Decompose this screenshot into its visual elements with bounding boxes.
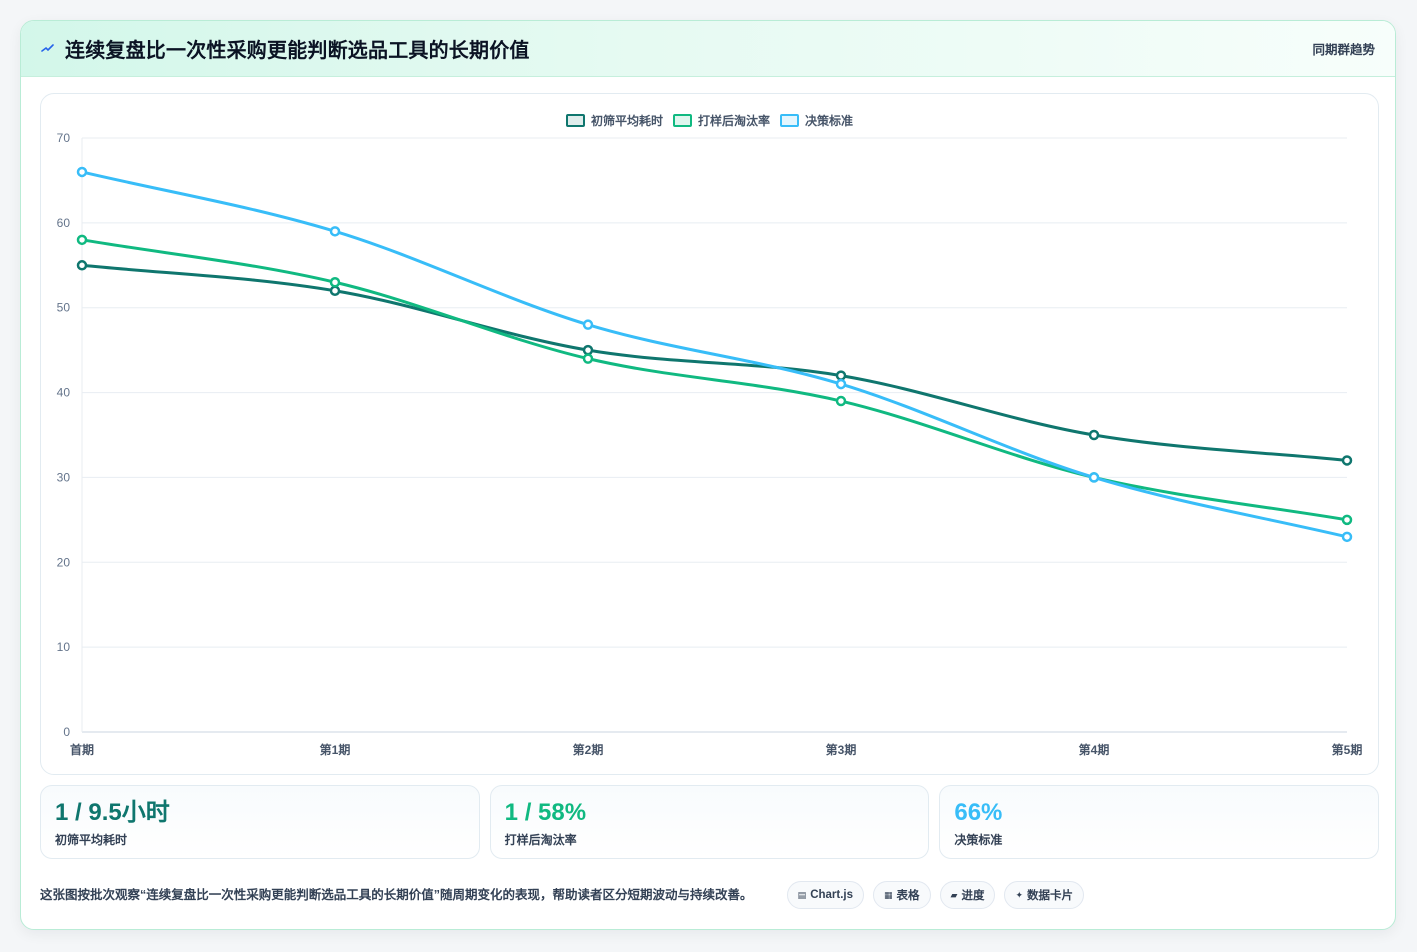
data-point xyxy=(1088,472,1100,483)
title-wrap: 连续复盘比一次性采购更能判断选品工具的长期价值 xyxy=(41,34,530,63)
chip-label: 进度 xyxy=(961,890,985,902)
series-line xyxy=(81,263,1348,462)
chart-card: 连续复盘比一次性采购更能判断选品工具的长期价值 同期群趋势 初筛平均耗时打样后淘… xyxy=(20,20,1396,930)
chip--[interactable]: ▦ 表格 xyxy=(873,881,931,909)
chart-panel: 初筛平均耗时 打样后淘汰率 决策标准 0 10 20 30 40 50 60 70 首期 第1期 第2期… xyxy=(40,93,1379,775)
header-tag: 同期群趋势 xyxy=(1312,43,1375,57)
table-icon: ▦ xyxy=(884,889,893,900)
data-point xyxy=(835,395,847,407)
x-tick-label: 第1期 xyxy=(320,742,351,757)
card-header: 连续复盘比一次性采购更能判断选品工具的长期价值 同期群趋势 xyxy=(21,21,1395,77)
chip-label: Chart.js xyxy=(810,889,854,901)
line-chart: 0 10 20 30 40 50 60 70 首期 第1期 第2期 第3期 第4期 第5期 xyxy=(57,131,1363,757)
legend-label: 打样后淘汰率 xyxy=(697,114,770,128)
y-tick-label: 60 xyxy=(57,216,71,230)
data-point xyxy=(582,353,594,364)
data-point xyxy=(76,166,88,178)
y-tick-label: 0 xyxy=(63,725,70,739)
legend-swatch xyxy=(565,114,585,127)
stat-card: 1 / 9.5小时初筛平均耗时 xyxy=(40,785,480,859)
data-point xyxy=(1088,429,1100,441)
stat-value: 1 / 58% xyxy=(504,799,587,826)
y-tick-label: 20 xyxy=(57,555,71,569)
chip-label: 表格 xyxy=(896,890,920,902)
x-tick-label: 第5期 xyxy=(1332,742,1363,757)
data-point xyxy=(835,378,847,390)
x-tick-label: 第4期 xyxy=(1079,742,1110,757)
x-tick-label: 第3期 xyxy=(826,742,857,757)
stat-card: 66% 决策标准 xyxy=(939,785,1380,859)
stat-label: 打样后淘汰率 xyxy=(504,833,577,847)
chart-legend: 初筛平均耗时 打样后淘汰率 决策标准 xyxy=(41,112,1378,129)
legend-item[interactable]: 打样后淘汰率 xyxy=(672,112,770,129)
data-point xyxy=(76,234,88,246)
series-line xyxy=(81,238,1348,522)
legend-item[interactable]: 决策标准 xyxy=(780,112,853,129)
data-point xyxy=(1341,531,1353,543)
stat-value: 66% xyxy=(954,799,1003,826)
stat-cards: 1 / 9.5小时初筛平均耗时 1 / 58% 打样后淘汰率 66% 决策标准 xyxy=(40,785,1380,859)
series-line xyxy=(81,170,1348,539)
chip-list: ▤ Chart.js ▦ 表格 ▰ 进度 ✦ 数据卡片 xyxy=(786,881,1084,909)
stat-value: 1 / 9.5小时 xyxy=(55,799,170,826)
y-tick-label: 50 xyxy=(57,301,71,315)
data-point xyxy=(582,344,594,356)
data-point xyxy=(1341,514,1353,526)
chart-icon: ▤ xyxy=(797,889,807,900)
y-tick-label: 10 xyxy=(57,640,71,654)
chip-label: 数据卡片 xyxy=(1027,890,1073,902)
data-point xyxy=(76,260,88,271)
data-point xyxy=(329,277,341,288)
page-title: 连续复盘比一次性采购更能判断选品工具的长期价值 xyxy=(65,40,530,62)
chip--[interactable]: ▰ 进度 xyxy=(939,881,996,909)
legend-swatch xyxy=(672,114,692,127)
legend-swatch xyxy=(780,114,799,127)
stat-label: 初筛平均耗时 xyxy=(55,833,128,847)
stat-label: 决策标准 xyxy=(954,833,1003,847)
y-tick-label: 40 xyxy=(57,386,71,400)
sparkle-icon: ✦ xyxy=(1015,889,1023,900)
data-point xyxy=(582,319,594,330)
x-tick-label: 首期 xyxy=(70,742,94,757)
footer: 这张图按批次观察“连续复盘比一次性采购更能判断选品工具的长期价值”随周期变化的表… xyxy=(40,873,1379,917)
y-tick-label: 70 xyxy=(57,131,71,145)
data-point xyxy=(835,370,847,381)
legend-label: 决策标准 xyxy=(805,114,854,128)
x-tick-label: 第2期 xyxy=(573,742,604,757)
data-point xyxy=(329,285,341,296)
legend-label: 初筛平均耗时 xyxy=(590,114,663,128)
progress-icon: ▰ xyxy=(950,889,958,900)
chip--[interactable]: ✦ 数据卡片 xyxy=(1004,881,1084,909)
chip-chart-js[interactable]: ▤ Chart.js xyxy=(786,881,865,909)
y-tick-label: 30 xyxy=(57,470,71,484)
data-point xyxy=(329,226,341,237)
data-point xyxy=(1341,455,1353,466)
footer-note: 这张图按批次观察“连续复盘比一次性采购更能判断选品工具的长期价值”随周期变化的表… xyxy=(40,887,753,902)
stat-card: 1 / 58% 打样后淘汰率 xyxy=(489,785,930,859)
legend-item[interactable]: 初筛平均耗时 xyxy=(565,112,663,129)
bolt-icon xyxy=(41,42,55,58)
